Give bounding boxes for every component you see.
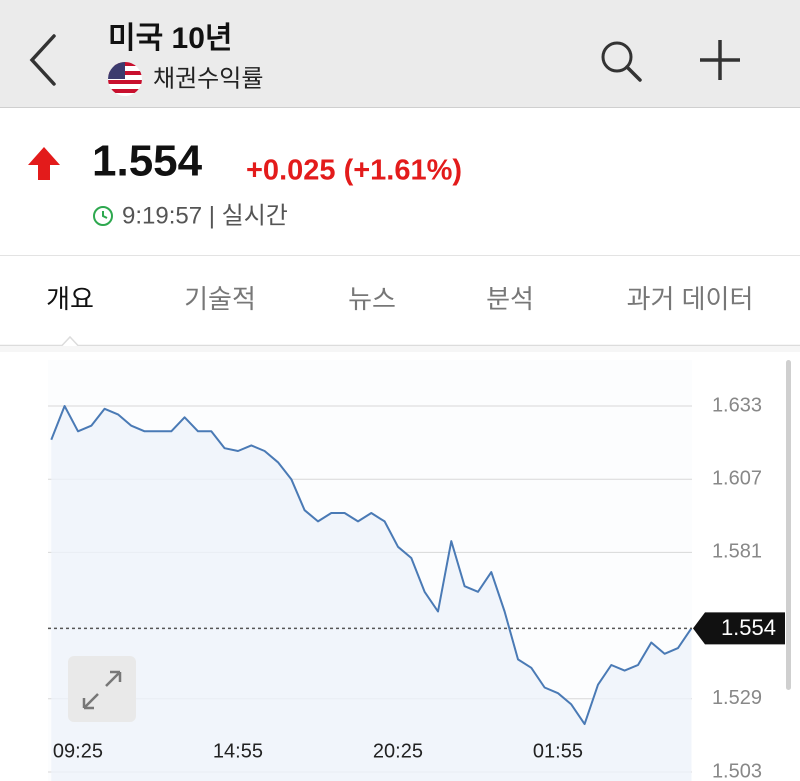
tab-shadow bbox=[0, 346, 800, 352]
price-change: +0.025 (+1.61%) bbox=[246, 155, 462, 187]
title: 미국 10년 bbox=[108, 22, 233, 55]
current-price-label: 1.554 bbox=[721, 615, 776, 640]
y-tick-label: 1.581 bbox=[712, 541, 762, 563]
update-time: 9:19:57 | 실시간 bbox=[122, 202, 288, 229]
tab-selected[interactable]: 개요 bbox=[46, 284, 94, 314]
chart: 1.503 1.529 1.581 1.607 1.633 1.554 09:25 14:55… bbox=[48, 360, 785, 781]
scrollbar bbox=[786, 360, 791, 690]
add-button[interactable] bbox=[700, 40, 740, 80]
y-tick-label: 1.607 bbox=[712, 467, 762, 489]
x-tick-label: 01:55 bbox=[533, 740, 583, 762]
tab[interactable]: 과거 데이터 bbox=[627, 284, 754, 314]
x-tick-label: 09:25 bbox=[53, 740, 103, 762]
subtitle: 채권수익률 bbox=[153, 65, 263, 92]
search-button[interactable] bbox=[601, 41, 642, 82]
up-arrow bbox=[28, 147, 60, 180]
tab-indicator bbox=[0, 335, 800, 347]
us-flag bbox=[108, 62, 142, 96]
expand-button[interactable] bbox=[68, 656, 136, 722]
tab[interactable]: 기술적 bbox=[184, 284, 256, 314]
x-tick-label: 14:55 bbox=[213, 740, 263, 762]
y-tick-label: 1.503 bbox=[712, 760, 762, 781]
price-line bbox=[50, 405, 693, 726]
x-tick-label: 20:25 bbox=[373, 740, 423, 762]
expand-icon bbox=[82, 670, 122, 710]
clock-icon bbox=[93, 206, 113, 226]
back-button[interactable] bbox=[29, 34, 56, 86]
current-price-tag bbox=[693, 612, 785, 645]
tab[interactable]: 분석 bbox=[486, 284, 534, 314]
area bbox=[51, 406, 692, 781]
y-tick-label: 1.633 bbox=[712, 394, 762, 416]
y-tick-label: 1.529 bbox=[712, 687, 762, 709]
tab[interactable]: 뉴스 bbox=[348, 284, 396, 314]
price: 1.554 bbox=[92, 137, 203, 186]
